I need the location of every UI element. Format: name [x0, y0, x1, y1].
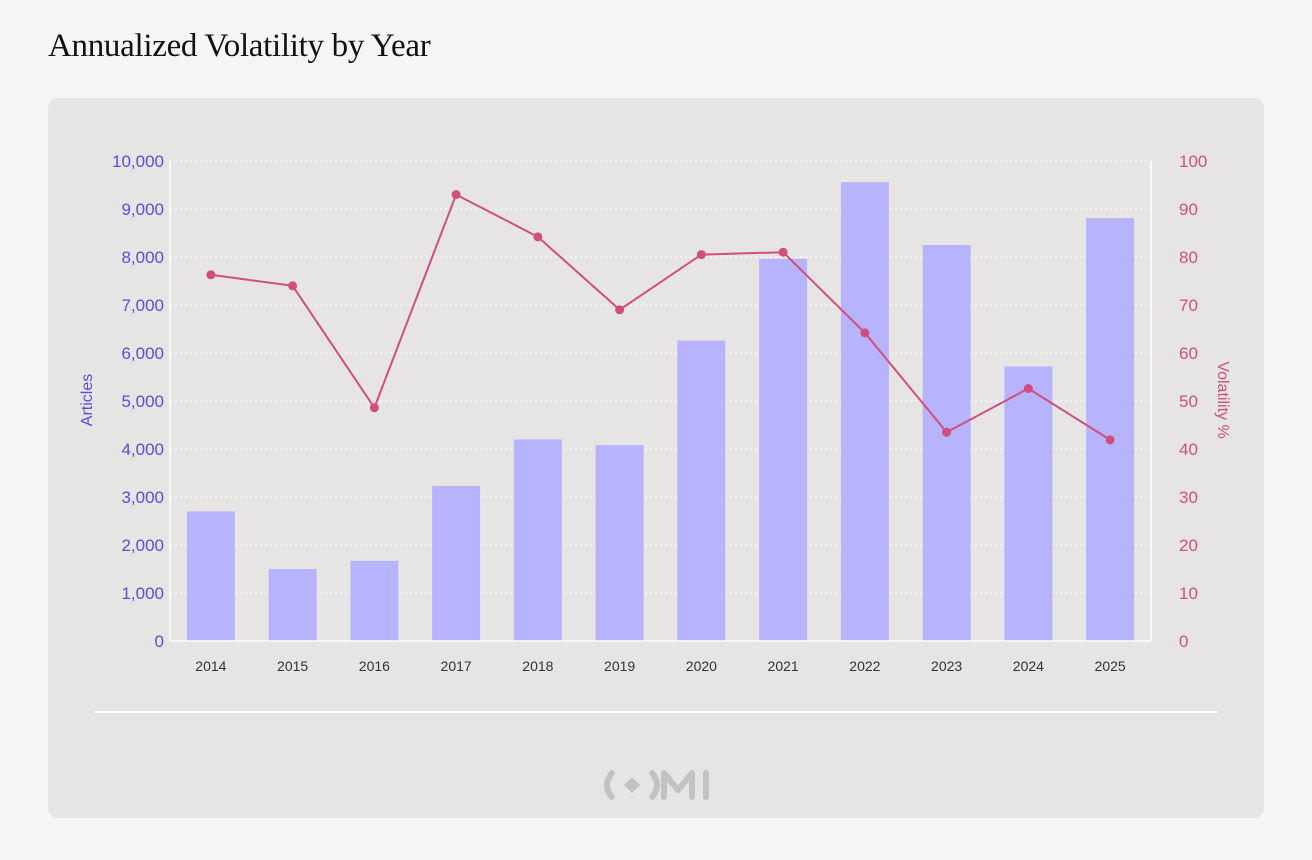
- y-axis-label-right: Volatility %: [1214, 361, 1231, 438]
- volatility-line: [210, 193, 1111, 441]
- y-tick-label-left: 7,000: [121, 296, 164, 315]
- bar: [595, 445, 644, 641]
- bar: [268, 569, 317, 641]
- line-point: [451, 190, 461, 200]
- bar: [1004, 366, 1053, 641]
- y-tick-label-right: 90: [1179, 200, 1198, 219]
- divider: [95, 711, 1217, 713]
- y-tick-label-left: 8,000: [121, 248, 164, 267]
- y-tick-label-right: 40: [1179, 440, 1198, 459]
- y-tick-label-right: 60: [1179, 344, 1198, 363]
- line-point: [1105, 435, 1115, 445]
- y-tick-label-right: 20: [1179, 536, 1198, 555]
- line-point: [533, 232, 543, 242]
- chart-card: 0 0 1,000 10 2,000 20 3,000 30 4,000 40 5,000 50 6,0…: [48, 98, 1264, 818]
- y-tick-label-left: 5,000: [121, 392, 164, 411]
- line-point: [369, 403, 379, 413]
- x-tick-label: 2017: [441, 658, 472, 674]
- bar: [513, 439, 562, 641]
- y-tick-label-left: 1,000: [121, 584, 164, 603]
- y-tick-label-left: 9,000: [121, 200, 164, 219]
- y-tick-label-left: 4,000: [121, 440, 164, 459]
- y-tick-label-left: 3,000: [121, 488, 164, 507]
- x-tick-label: 2024: [1013, 658, 1044, 674]
- line-point: [942, 427, 952, 437]
- y-tick-label-left: 6,000: [121, 344, 164, 363]
- x-tick-label: 2014: [195, 658, 226, 674]
- bar: [840, 182, 889, 641]
- x-tick-label: 2018: [522, 658, 553, 674]
- y-tick-label-left: 0: [155, 632, 164, 651]
- chart-svg: 0 0 1,000 10 2,000 20 3,000 30 4,000 40 5,000 50 6,0…: [79, 152, 1231, 674]
- line-point: [860, 328, 870, 338]
- x-tick-label: 2016: [359, 658, 390, 674]
- x-tick-label: 2020: [686, 658, 717, 674]
- y-tick-label-left: 2,000: [121, 536, 164, 555]
- y-tick-label-right: 30: [1179, 488, 1198, 507]
- page-title: Annualized Volatility by Year: [48, 28, 431, 64]
- line-point: [696, 250, 706, 260]
- x-tick-label: 2019: [604, 658, 635, 674]
- line-point: [1023, 384, 1033, 394]
- bar: [350, 560, 399, 641]
- y-axis-label-left: Articles: [79, 374, 96, 426]
- y-tick-label-right: 0: [1179, 632, 1188, 651]
- line-point: [288, 281, 298, 291]
- bar: [759, 258, 808, 641]
- y-tick-label-right: 80: [1179, 248, 1198, 267]
- bar: [922, 245, 971, 641]
- y-tick-label-right: 100: [1179, 152, 1207, 171]
- x-tick-label: 2025: [1095, 658, 1126, 674]
- x-tick-label: 2023: [931, 658, 962, 674]
- y-tick-label-left: 10,000: [112, 152, 164, 171]
- y-tick-label-right: 50: [1179, 392, 1198, 411]
- x-tick-label: 2022: [849, 658, 880, 674]
- x-tick-label: 2015: [277, 658, 308, 674]
- x-tick-label: 2021: [768, 658, 799, 674]
- grid-lines: [170, 160, 1151, 594]
- bar: [677, 340, 726, 641]
- line-point: [615, 305, 625, 315]
- bar: [186, 511, 235, 641]
- omi-logo-icon: [604, 770, 709, 800]
- y-tick-label-right: 70: [1179, 296, 1198, 315]
- axes: 0 0 1,000 10 2,000 20 3,000 30 4,000 40 5,000 50 6,0…: [112, 152, 1207, 674]
- line-point: [778, 247, 788, 257]
- bar: [432, 485, 481, 641]
- y-tick-label-right: 10: [1179, 584, 1198, 603]
- bar-series: [186, 182, 1135, 641]
- line-point: [206, 270, 216, 280]
- line-series: [206, 190, 1115, 445]
